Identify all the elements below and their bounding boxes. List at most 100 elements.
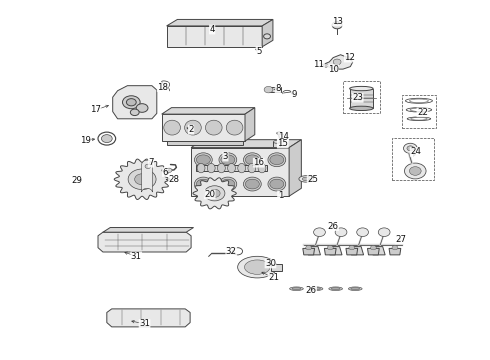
Circle shape — [323, 64, 328, 67]
Ellipse shape — [299, 176, 314, 182]
Text: 27: 27 — [395, 235, 406, 244]
Ellipse shape — [205, 120, 222, 135]
Circle shape — [370, 246, 376, 250]
Polygon shape — [389, 248, 401, 255]
Text: 26: 26 — [328, 222, 339, 231]
Ellipse shape — [221, 179, 235, 189]
Polygon shape — [368, 248, 379, 255]
Text: 1: 1 — [277, 191, 283, 200]
Polygon shape — [308, 247, 320, 255]
Polygon shape — [107, 309, 190, 327]
Ellipse shape — [351, 288, 360, 290]
Polygon shape — [113, 86, 157, 119]
Text: 12: 12 — [344, 53, 355, 62]
Text: 2: 2 — [188, 125, 194, 134]
Circle shape — [128, 169, 156, 189]
Circle shape — [130, 109, 139, 116]
Polygon shape — [167, 19, 273, 26]
Bar — [167, 141, 243, 145]
Polygon shape — [346, 248, 358, 255]
Polygon shape — [351, 247, 364, 255]
Text: 29: 29 — [72, 176, 82, 185]
Ellipse shape — [268, 153, 286, 167]
Circle shape — [101, 135, 112, 143]
Bar — [162, 114, 245, 141]
Ellipse shape — [196, 179, 210, 189]
Text: 5: 5 — [256, 46, 262, 55]
Ellipse shape — [195, 153, 212, 167]
Ellipse shape — [218, 163, 225, 173]
Text: 20: 20 — [204, 190, 215, 199]
Text: 4: 4 — [209, 25, 215, 34]
Circle shape — [357, 228, 368, 237]
Circle shape — [209, 189, 220, 197]
Text: 14: 14 — [278, 132, 289, 140]
Circle shape — [333, 59, 341, 65]
Ellipse shape — [268, 177, 286, 191]
Bar — [392, 138, 434, 180]
Text: 24: 24 — [410, 148, 421, 156]
Text: 32: 32 — [226, 247, 237, 256]
Circle shape — [327, 246, 333, 250]
Ellipse shape — [244, 177, 261, 191]
Ellipse shape — [258, 163, 266, 173]
Bar — [349, 89, 373, 108]
Text: 7: 7 — [148, 158, 154, 167]
Ellipse shape — [219, 177, 237, 191]
Text: 26: 26 — [306, 287, 317, 295]
Text: 3: 3 — [222, 152, 228, 161]
Polygon shape — [303, 248, 315, 255]
Ellipse shape — [290, 287, 303, 291]
Ellipse shape — [309, 287, 323, 291]
Polygon shape — [142, 160, 152, 192]
Circle shape — [264, 34, 270, 39]
Bar — [402, 95, 436, 128]
Ellipse shape — [221, 155, 235, 165]
Ellipse shape — [248, 163, 256, 173]
Ellipse shape — [331, 288, 340, 290]
Polygon shape — [289, 140, 301, 196]
Ellipse shape — [185, 120, 201, 135]
Ellipse shape — [349, 106, 373, 111]
Text: 9: 9 — [292, 90, 296, 99]
Circle shape — [392, 246, 398, 250]
Bar — [343, 81, 380, 113]
Polygon shape — [373, 247, 385, 255]
Ellipse shape — [197, 163, 205, 173]
Text: 19: 19 — [80, 136, 91, 145]
Ellipse shape — [227, 163, 236, 173]
Bar — [191, 148, 289, 196]
Text: 16: 16 — [253, 158, 264, 167]
Polygon shape — [103, 228, 194, 232]
Text: 28: 28 — [169, 175, 179, 184]
Ellipse shape — [270, 155, 284, 165]
Circle shape — [264, 86, 273, 93]
Polygon shape — [162, 108, 255, 114]
Bar — [271, 264, 282, 271]
Text: 30: 30 — [265, 259, 276, 268]
Ellipse shape — [245, 260, 270, 274]
Ellipse shape — [207, 163, 215, 173]
Ellipse shape — [329, 287, 343, 291]
Polygon shape — [324, 248, 336, 255]
Polygon shape — [262, 19, 273, 47]
Ellipse shape — [238, 163, 245, 173]
Circle shape — [135, 174, 149, 185]
Ellipse shape — [164, 120, 180, 135]
Ellipse shape — [219, 153, 237, 167]
Text: 17: 17 — [90, 105, 101, 114]
Ellipse shape — [238, 256, 277, 278]
Polygon shape — [193, 178, 236, 209]
Ellipse shape — [196, 155, 210, 165]
Bar — [167, 26, 262, 47]
Circle shape — [122, 96, 140, 109]
Circle shape — [378, 228, 390, 237]
Circle shape — [306, 246, 312, 250]
Polygon shape — [114, 159, 170, 199]
Polygon shape — [245, 108, 255, 141]
Circle shape — [410, 167, 421, 175]
Text: 21: 21 — [268, 274, 279, 282]
Ellipse shape — [292, 288, 301, 290]
Circle shape — [204, 186, 225, 201]
Circle shape — [405, 163, 426, 179]
